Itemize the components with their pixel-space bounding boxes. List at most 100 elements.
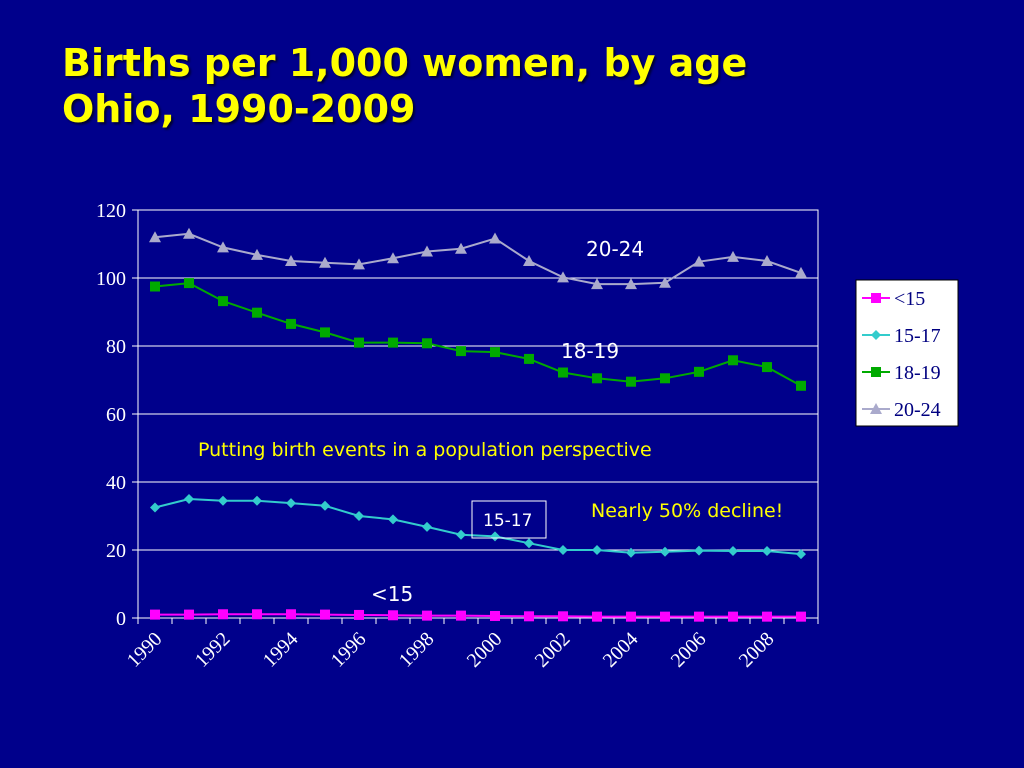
series-1-point-1997 <box>388 514 398 525</box>
series-3-point-1995 <box>319 256 331 268</box>
series-2-point-1990 <box>150 281 160 292</box>
series-3-point-1994 <box>285 255 297 266</box>
series-0-point-1994 <box>286 609 296 620</box>
series-1-point-2002 <box>558 545 568 555</box>
series-2-point-2001 <box>524 353 534 364</box>
legend-marker <box>870 403 882 414</box>
series-0-point-1990 <box>150 609 160 620</box>
series-1-point-2008 <box>762 546 772 557</box>
series-0-point-2006 <box>694 611 704 622</box>
x-tick-label-2000: 2000 <box>463 628 507 672</box>
series-3-point-1993 <box>251 248 263 260</box>
legend-box <box>855 279 959 427</box>
x-tick-label-2006: 2006 <box>667 628 711 672</box>
series-1-point-2000 <box>490 531 500 542</box>
x-tick-label-1994: 1994 <box>259 628 303 672</box>
series-3-point-2001 <box>523 255 535 266</box>
series-0-point-1996 <box>354 609 364 620</box>
series-2-point-2006 <box>694 366 704 377</box>
annotation-18-19: 18-19 <box>561 339 619 363</box>
series-2-point-1994 <box>286 318 296 329</box>
series-0-point-2000 <box>490 610 500 621</box>
series-0-point-2004 <box>626 611 636 622</box>
series-2-point-1993 <box>252 307 262 318</box>
series-0-point-2002 <box>558 611 568 622</box>
slide-title: Births per 1,000 women, by age Ohio, 199… <box>62 40 747 132</box>
series-3-point-1997 <box>387 252 399 264</box>
annotation-15-17: 15-17 <box>483 511 532 531</box>
y-tick-label-120: 120 <box>96 200 126 222</box>
series-2-point-1997 <box>388 337 398 348</box>
y-tick-label-0: 0 <box>116 608 126 630</box>
annotation-20-24: 20-24 <box>586 237 644 261</box>
series-2-point-2007 <box>728 355 738 366</box>
series-2-point-2009 <box>796 380 806 391</box>
series-0-point-1993 <box>252 609 262 620</box>
series-3-point-2009 <box>795 266 807 278</box>
y-tick-label-40: 40 <box>106 472 126 494</box>
legend-label: 15-17 <box>894 325 941 347</box>
series-3-point-1992 <box>217 241 229 253</box>
series-2-point-1991 <box>184 278 194 289</box>
y-tick-label-80: 80 <box>106 336 126 358</box>
x-tick-label-1992: 1992 <box>191 628 235 672</box>
series-1-point-2004 <box>626 547 636 558</box>
series-1-point-1995 <box>320 500 330 511</box>
series-1-line <box>154 497 802 556</box>
series-3-point-1999 <box>455 242 467 254</box>
legend-item-0: <15 <box>862 288 925 310</box>
legend-item-1: 15-17 <box>862 325 941 347</box>
legend-label: <15 <box>894 288 925 310</box>
series-2-point-1998 <box>422 338 432 349</box>
series-0-point-2003 <box>592 611 602 622</box>
series-1-point-1996 <box>354 511 364 521</box>
series-0-point-2008 <box>762 611 772 622</box>
legend-label: 20-24 <box>894 399 941 421</box>
series-3-point-1998 <box>421 245 433 257</box>
y-tick-label-60: 60 <box>106 404 126 426</box>
title-line-2: Ohio, 1990-2009 <box>62 87 416 131</box>
series-2-line <box>154 282 802 387</box>
series-0-point-1992 <box>218 609 228 620</box>
series-0-point-2007 <box>728 611 738 622</box>
legend-marker <box>871 293 881 303</box>
series-2-point-2000 <box>490 347 500 358</box>
series-1-point-1991 <box>184 494 194 504</box>
series-1-point-1999 <box>456 529 466 540</box>
series-1-point-2003 <box>592 545 602 555</box>
x-tick-label-2004: 2004 <box>599 628 643 672</box>
y-tick-label-100: 100 <box>96 268 126 290</box>
series-0-point-1997 <box>388 610 398 621</box>
series-3-point-2003 <box>591 278 603 290</box>
series-1-point-1990 <box>150 502 160 513</box>
legend-item-3: 20-24 <box>862 399 941 421</box>
series-1-point-1992 <box>218 495 228 506</box>
series-2-point-1995 <box>320 327 330 338</box>
series-3-point-2006 <box>693 255 705 267</box>
series-1-point-1993 <box>252 495 262 506</box>
x-tick-label-2008: 2008 <box>735 628 779 672</box>
series-1-point-1994 <box>286 498 296 509</box>
series-3-point-1990 <box>149 231 161 243</box>
legend-label: 18-19 <box>894 362 941 384</box>
series-1-point-2005 <box>660 546 670 557</box>
series-0-point-2005 <box>660 611 670 622</box>
series-1-point-2007 <box>728 546 738 557</box>
series-3-point-2005 <box>659 276 671 288</box>
x-tick-label-1996: 1996 <box>327 628 371 672</box>
series-1-point-2001 <box>524 538 534 549</box>
annotation-15-17-box <box>471 500 547 539</box>
series-3-point-1991 <box>183 227 195 239</box>
series-2-point-1999 <box>456 346 466 357</box>
series-2-point-1992 <box>218 296 228 307</box>
series-3-point-1996 <box>353 258 365 270</box>
legend-item-2: 18-19 <box>862 362 941 384</box>
series-2-point-2002 <box>558 367 568 378</box>
series-3-line <box>154 232 802 286</box>
chart-legend: <15 15-17 18-19 20-24 <box>855 279 959 427</box>
annotation-perspective: Putting birth events in a population per… <box>198 439 652 461</box>
series-2-point-2005 <box>660 373 670 384</box>
series-3-point-2004 <box>625 278 637 290</box>
x-tick-label-1990: 1990 <box>123 628 167 672</box>
